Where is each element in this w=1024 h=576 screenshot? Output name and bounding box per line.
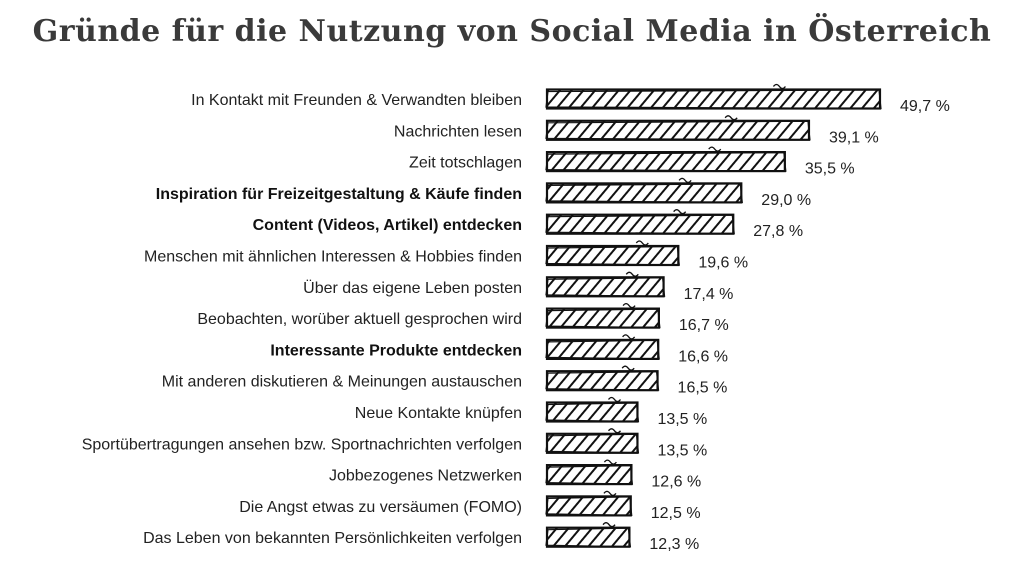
value-label: 13,5 % [657,442,707,459]
bar [545,370,659,392]
bar-squiggle [607,396,622,403]
value-label: 12,5 % [651,505,701,522]
category-label: Die Angst etwas zu versäumen (FOMO) [239,499,522,516]
value-label: 16,6 % [678,348,728,365]
bar [545,182,743,204]
bar-squiggle [607,428,622,434]
chart-title: Gründe für die Nutzung von Social Media … [32,14,992,49]
category-label: In Kontakt mit Freunden & Verwandten ble… [191,92,522,109]
category-label: Interessante Produkte entdecken [270,342,522,359]
value-label: 29,0 % [761,192,811,209]
value-label: 12,6 % [651,474,701,491]
value-label: 35,5 % [805,161,855,178]
bar-sketch-outline [545,371,660,391]
bar-sketch-outline [545,120,811,141]
bar-squiggle [603,459,617,465]
category-label: Nachrichten lesen [394,123,522,140]
bar-squiggle [724,115,738,121]
bar-sketch-outline [545,151,787,172]
category-label: Über das eigene Leben posten [303,279,522,297]
bar-squiggle [602,522,616,528]
category-label: Neue Kontakte knüpfen [355,405,522,422]
bar-sketch-outline [545,433,640,454]
bar-sketch-outline [545,339,660,360]
value-label: 12,3 % [649,536,699,553]
value-label: 13,5 % [657,411,707,428]
category-label: Content (Videos, Artikel) entdecken [253,217,522,234]
category-label: Menschen mit ähnlichen Interessen & Hobb… [144,249,522,266]
bar-squiggle [678,177,692,184]
bar-squiggle [625,271,639,277]
bar-sketch-outline [545,464,634,485]
bar [545,495,632,517]
bar-squiggle [772,83,786,90]
bar [545,526,631,548]
value-label: 49,7 % [900,98,950,115]
bar-sketch-outline [545,214,735,235]
bar-squiggle [635,240,649,246]
category-label: Zeit totschlagen [409,155,522,172]
bar [545,213,735,235]
category-label: Jobbezogenes Netzwerken [329,468,522,485]
bar-squiggle [622,302,636,309]
bar-sketch-outline [545,496,633,517]
bar-sketch-outline [545,527,632,548]
bar [545,276,665,298]
bar [545,151,786,173]
bar [545,338,660,360]
bar-squiggle [708,146,722,152]
bar [545,119,811,141]
bar-sketch-outline [545,245,680,266]
bar-squiggle [673,209,687,215]
value-label: 16,7 % [679,317,729,334]
category-label: Das Leben von bekannten Persönlichkeiten… [143,530,522,547]
bar [545,307,660,329]
bar-sketch-outline [545,183,743,204]
value-label: 39,1 % [829,129,879,146]
bar [545,464,633,486]
value-label: 27,8 % [753,223,803,240]
bar-sketch-outline [545,402,640,423]
bar-squiggle [622,334,636,340]
value-label: 16,5 % [678,380,728,397]
category-label: Mit anderen diskutieren & Meinungen aust… [162,374,522,391]
bar [545,401,639,423]
bar [545,432,639,454]
bar-squiggle [603,490,617,497]
value-label: 19,6 % [698,255,748,272]
bar-sketch-outline [545,89,882,110]
bar-sketch-outline [545,308,661,329]
category-label: Inspiration für Freizeitgestaltung & Käu… [156,186,522,203]
category-label: Sportübertragungen ansehen bzw. Sportnac… [82,436,522,453]
bar-sketch-outline [545,277,666,297]
bar [545,88,882,110]
bar [545,244,680,267]
value-label: 17,4 % [684,286,734,303]
category-label: Beobachten, worüber aktuell gesprochen w… [197,311,522,328]
bar-squiggle [621,365,635,371]
